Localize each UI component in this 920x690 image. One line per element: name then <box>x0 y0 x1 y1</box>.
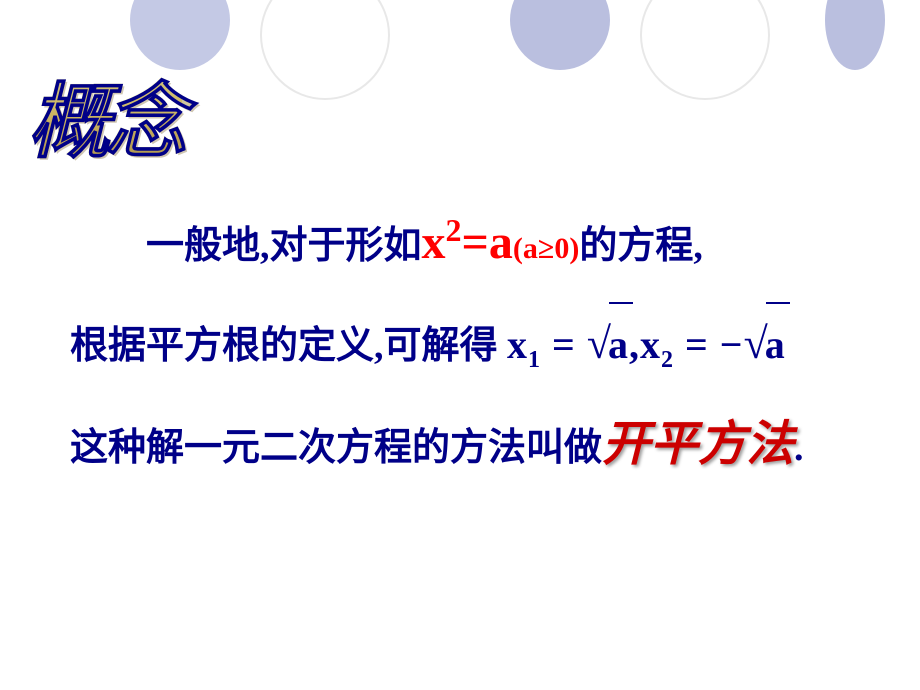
text-intro: 一般地,对于形如 <box>146 225 422 267</box>
formula-condition: (a≥0) <box>513 232 579 265</box>
circle-filled-2 <box>510 0 610 70</box>
line-1: 一般地,对于形如x2=a(a≥0)的方程, <box>70 190 880 296</box>
circle-filled-3 <box>825 0 885 70</box>
text-definition: 根据平方根的定义,可解得 <box>70 325 498 367</box>
circle-outline-2 <box>640 0 770 100</box>
slide-title: 概念 <box>28 55 182 174</box>
period: . <box>794 427 804 469</box>
math-solution: x1 = √a,x2 = −√a <box>507 322 786 367</box>
text-suffix-1: 的方程, <box>579 225 703 267</box>
formula-main: x2=a <box>422 216 513 269</box>
circle-outline-1 <box>260 0 390 100</box>
line-2: 根据平方根的定义,可解得 x1 = √a,x2 = −√a <box>70 296 880 393</box>
keyword-method: 开平方法 <box>602 418 794 471</box>
slide-content: 一般地,对于形如x2=a(a≥0)的方程, 根据平方根的定义,可解得 x1 = … <box>70 190 880 498</box>
text-conclusion: 这种解一元二次方程的方法叫做 <box>70 427 602 469</box>
line-3: 这种解一元二次方程的方法叫做开平方法. <box>70 392 880 498</box>
